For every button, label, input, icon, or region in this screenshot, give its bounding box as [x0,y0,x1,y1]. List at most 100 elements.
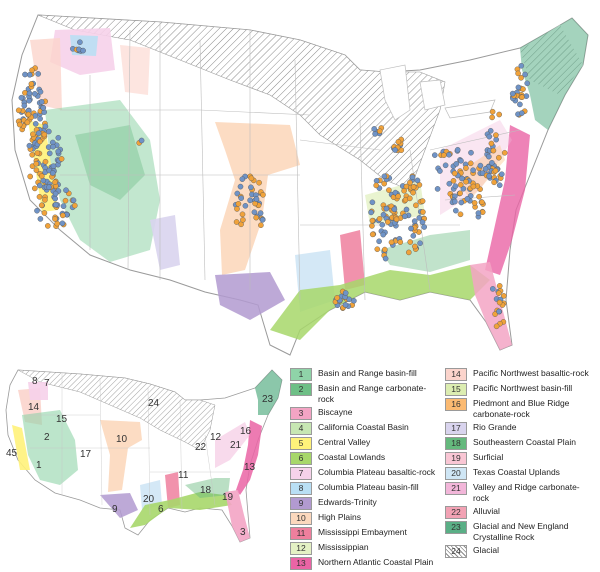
well-dot [368,209,374,216]
legend-label: Valley and Ridge carbonate-rock [473,482,580,503]
legend-label: Pacific Northwest basin-fill [473,383,573,393]
well-dot [22,71,28,78]
well-dot [492,311,498,317]
legend-swatch: 17 [445,422,467,435]
well-dot [391,206,398,213]
legend-item-15: 15 Pacific Northwest basin-fill [445,383,595,396]
well-dot [248,184,254,191]
well-dot [37,182,43,189]
inset-label-12: 12 [210,432,222,443]
well-dot [374,246,381,252]
well-dot [242,202,249,209]
well-dot [409,174,416,180]
well-dot [501,149,508,156]
well-dot [371,126,378,132]
well-dot [369,223,375,229]
well-dot [517,101,523,108]
legend-label: Alluvial [473,506,500,516]
basin-and-range-region [45,100,160,262]
legend-swatch: 9 [290,497,312,510]
well-dot [342,302,349,308]
well-dot [452,183,459,189]
well-dot [495,154,502,161]
legend-label: Mississippian [318,542,369,552]
legend-swatch: 22 [445,506,467,519]
well-dot [379,221,386,228]
well-dot [40,105,47,111]
well-dot [55,148,62,155]
well-dot [248,175,255,182]
well-dot [26,142,33,149]
well-dot [479,199,485,205]
well-dot [522,71,528,78]
well-dot [70,197,77,204]
well-dot [410,184,417,190]
well-dot [468,149,474,156]
well-dot [45,223,51,229]
well-dot [442,162,449,169]
legend-label: Central Valley [318,437,371,447]
well-dot [491,179,497,186]
well-dot [50,143,56,150]
well-dot [495,290,502,297]
well-dot [37,138,43,145]
well-dot [496,283,503,289]
legend-label: Rio Grande [473,422,517,432]
legend-item-16: 16 Piedmont and Blue Ridge carbonate-rock [445,398,595,420]
well-dot [35,71,42,77]
legend-item-8: 8 Columbia Plateau basin-fill [290,482,440,495]
well-dot [470,183,477,190]
well-dot [467,160,474,167]
legend-label: California Coastal Basin [318,422,409,432]
well-dot [35,130,42,136]
well-dot [60,203,67,209]
well-dot [37,115,43,122]
legend-swatch: 15 [445,383,467,396]
legend-label: Columbia Plateau basaltic-rock [318,467,436,477]
well-dot [464,195,471,202]
legend-swatch: 8 [290,482,312,495]
well-dot [72,202,78,209]
legend-item-10: 10 High Plains [290,512,440,525]
well-dot [256,179,262,186]
well-dot [234,206,240,212]
well-dot [437,168,443,174]
inset-label-7: 7 [44,378,50,389]
well-dot [476,193,482,200]
well-dot [52,195,59,202]
well-dot [453,161,460,167]
legend-swatch: 7 [290,467,312,480]
well-dot [486,133,493,140]
legend-swatch: 3 [290,407,312,420]
legend-swatch: 12 [290,542,312,555]
well-dot [388,239,395,246]
well-dot [37,89,44,95]
inset-label-3: 3 [240,527,246,538]
well-dot [383,205,390,212]
legend-item-24: 24 Glacial [445,545,595,558]
well-dot [446,180,453,187]
well-dot [458,199,465,206]
well-dot [463,178,469,185]
legend-swatch: 18 [445,437,467,450]
new-england-region [520,18,588,130]
inset-label-14: 14 [28,402,40,413]
well-dot [457,211,464,218]
atlantic-coastal-plain-region [485,125,530,275]
legend-item-6: 6 Coastal Lowlands [290,452,440,465]
well-dot [53,201,59,208]
well-dot [42,158,49,165]
well-dot [402,213,408,220]
inset-label-8: 8 [32,376,38,387]
well-dot [477,162,484,169]
well-dot [414,177,421,184]
well-dot [34,207,40,214]
legend-item-3: 3 Biscayne [290,407,440,420]
legend-label: Southeastern Coastal Plain [473,437,577,447]
well-dot [59,220,66,227]
well-dot [463,165,469,171]
well-dot [401,187,407,194]
well-dot [489,114,495,121]
legend-swatch: 1 [290,368,312,381]
well-dot [342,290,349,296]
